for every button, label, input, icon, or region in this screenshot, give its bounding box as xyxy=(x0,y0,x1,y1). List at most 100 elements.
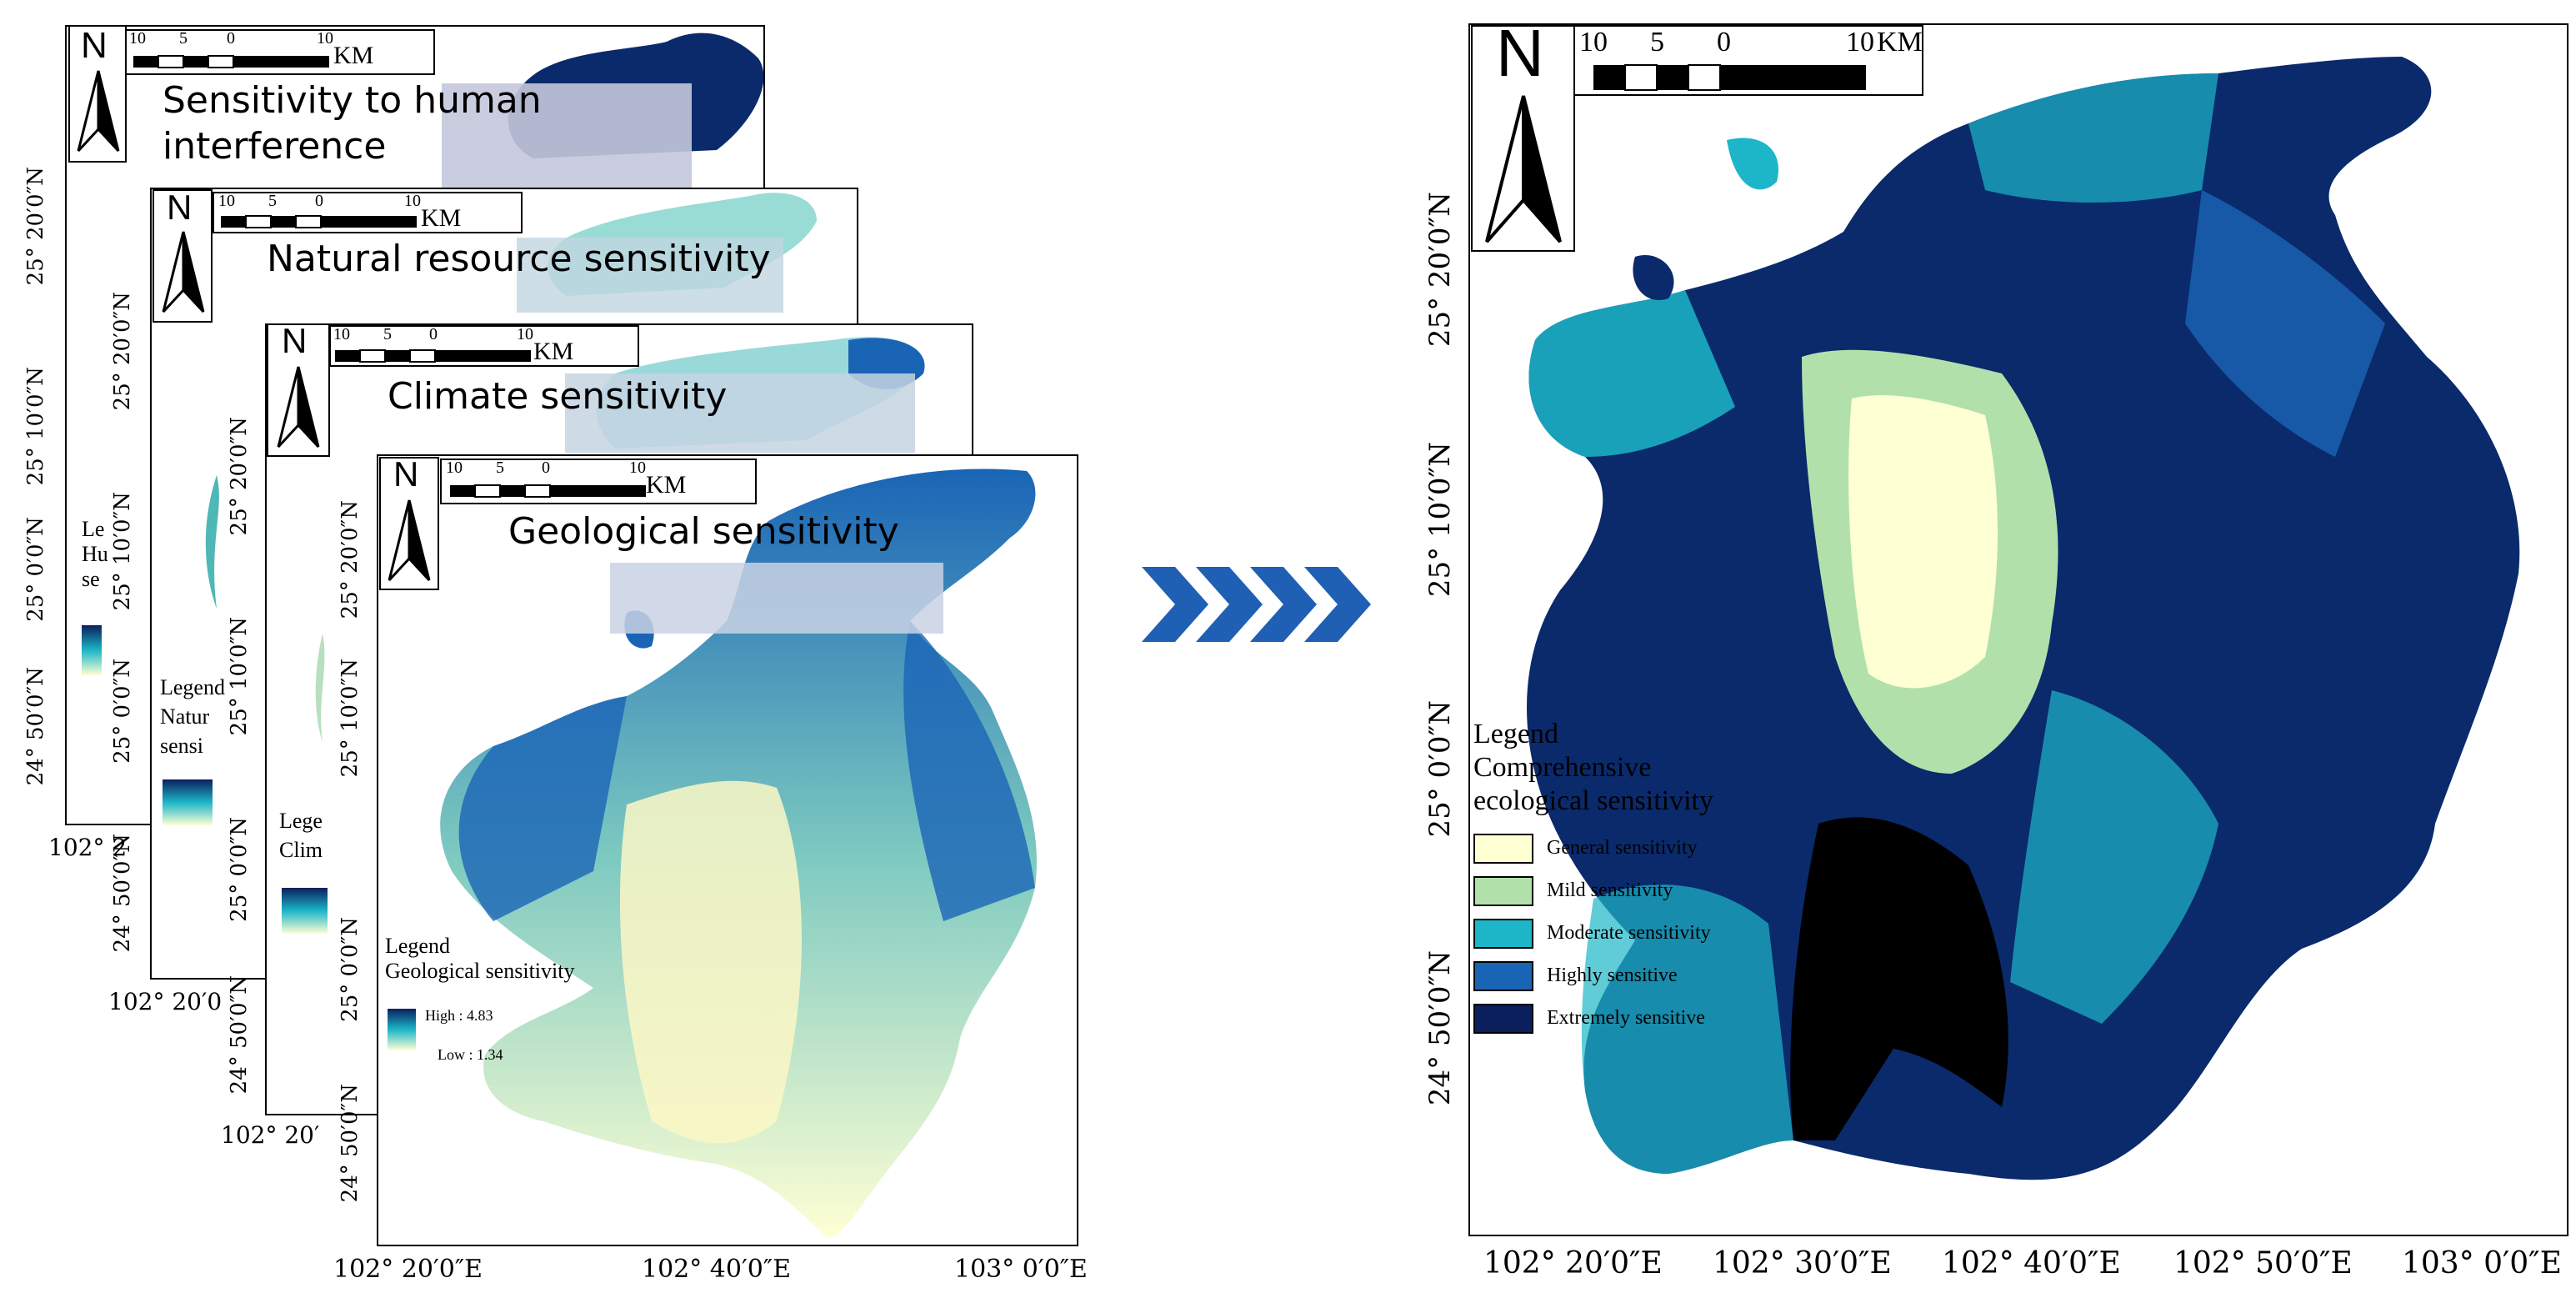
panel-4-lat-label-0: 25° 20′0″N xyxy=(338,500,363,619)
panel-1-scale-tick-0: 10 xyxy=(129,29,146,48)
main-lon-label-4: 103° 0′0″E xyxy=(2402,1246,2562,1280)
panel-2-scale-graphic xyxy=(221,215,417,228)
panel-1-scale-graphic xyxy=(133,55,329,68)
north-arrow-icon xyxy=(277,366,320,449)
legend-class-swatch xyxy=(1473,834,1533,864)
main-scale-unit: KM xyxy=(1877,27,1923,58)
panel-4-lat-label-1: 25° 10′0″N xyxy=(338,659,363,778)
main-lat-label-2: 25° 0′0″N xyxy=(1423,700,1457,838)
legend-class-swatch xyxy=(1473,961,1533,991)
panel-4-legend-title: Legend xyxy=(385,934,450,958)
panel-1-scale-tick-3: 10 xyxy=(317,29,333,48)
legend-class-swatch xyxy=(1473,919,1533,949)
panel-3-lat-label-0: 25° 20′0″N xyxy=(227,417,252,536)
legend-class-label: Moderate sensitivity xyxy=(1547,922,1711,944)
main-legend-subtitle-line-1: Comprehensive xyxy=(1473,752,1652,783)
panel-2-north-letter: N xyxy=(167,188,193,227)
panel-4-scale-unit: KM xyxy=(646,471,687,499)
panel-4-title: Geological sensitivity xyxy=(508,510,899,553)
main-scale-tick-3: 10 xyxy=(1846,27,1874,58)
north-arrow-icon xyxy=(77,70,120,153)
panel-3-scale-tick-3: 10 xyxy=(517,325,533,343)
legend-class-label: Mild sensitivity xyxy=(1547,880,1673,901)
panel-4-scale-graphic xyxy=(450,484,646,498)
main-north-letter: N xyxy=(1496,16,1544,90)
legend-class-label: Highly sensitive xyxy=(1547,965,1678,986)
comprehensive-sensitivity-map xyxy=(1527,57,2520,1180)
legend-class-row: Moderate sensitivity xyxy=(1473,919,1790,952)
panel-1-scale-tick-1: 5 xyxy=(179,29,188,48)
legend-class-label: General sensitivity xyxy=(1547,837,1698,859)
panel-4-scale-tick-3: 10 xyxy=(629,459,646,477)
panel-2-lat-label-0: 25° 20′0″N xyxy=(110,292,135,411)
main-legend-classes: General sensitivity Mild sensitivity Moder… xyxy=(1473,834,1790,1042)
panel-4-lon-label-1: 102° 40′0″E xyxy=(642,1255,791,1284)
north-arrow-icon xyxy=(162,231,205,313)
panel-3-scale-tick-1: 5 xyxy=(383,325,392,343)
panel-1-legend-ramp xyxy=(82,625,102,675)
panel-4-lon-label-2: 103° 0′0″E xyxy=(954,1255,1088,1284)
panel-3-lon-label-0: 102° 20′ xyxy=(221,1121,320,1149)
legend-class-row: Mild sensitivity xyxy=(1473,876,1790,910)
panel-4-lat-label-3: 24° 50′0″N xyxy=(338,1084,363,1203)
transition-arrow-icon xyxy=(1142,567,1371,642)
main-scale-tick-0: 10 xyxy=(1579,27,1608,58)
panel-2-lat-label-2: 25° 0′0″N xyxy=(110,659,135,764)
panel-1-lat-label-3: 24° 50′0″N xyxy=(23,667,48,786)
main-lat-label-3: 24° 50′0″N xyxy=(1423,950,1457,1106)
panel-3-scale-tick-0: 10 xyxy=(333,325,350,343)
panel-1-scale-unit: KM xyxy=(333,42,374,69)
panel-1-lat-label-2: 25° 0′0″N xyxy=(23,517,48,622)
panel-1-lat-label-1: 25° 10′0″N xyxy=(23,367,48,486)
panel-1-title-line-1: Sensitivity to human xyxy=(163,79,542,122)
panel-2-scale-tick-0: 10 xyxy=(218,192,235,210)
panel-4-legend-high: High : 4.83 xyxy=(425,1007,493,1024)
panel-4-legend-ramp xyxy=(388,1009,416,1050)
legend-class-swatch xyxy=(1473,876,1533,906)
panel-2-lat-label-3: 24° 50′0″N xyxy=(110,834,135,953)
panel-3-map-sliver xyxy=(315,634,325,742)
panel-1-north-letter: N xyxy=(81,25,108,66)
panel-4-scale-tick-0: 10 xyxy=(446,459,463,477)
panel-2-scale-tick-3: 10 xyxy=(404,192,421,210)
main-legend-title: Legend xyxy=(1473,719,1558,749)
north-arrow-icon xyxy=(1485,95,1562,243)
panel-3-lat-label-3: 24° 50′0″N xyxy=(227,975,252,1095)
panel-4-legend-subtitle: Geological sensitivity xyxy=(385,959,575,983)
legend-class-row: Highly sensitive xyxy=(1473,961,1790,995)
main-lon-label-2: 102° 40′0″E xyxy=(1942,1246,2121,1280)
panel-4-lon-label-0: 102° 20′0″E xyxy=(333,1255,483,1284)
north-arrow-icon xyxy=(388,499,431,582)
panel-4-scale-tick-1: 5 xyxy=(496,459,504,477)
geological-sensitivity-map xyxy=(440,459,1037,1238)
panel-2-scale-tick-2: 0 xyxy=(315,192,323,210)
panel-3-lat-label-2: 25° 0′0″N xyxy=(227,817,252,922)
panel-2-legend-ramp xyxy=(163,779,213,825)
legend-class-row: General sensitivity xyxy=(1473,834,1790,867)
panel-2-scale-unit: KM xyxy=(421,204,462,232)
main-lat-label-1: 25° 10′0″N xyxy=(1423,442,1457,598)
panel-2-map-sliver xyxy=(205,475,219,609)
panel-4-lat-label-2: 25° 0′0″N xyxy=(338,917,363,1022)
panel-1-lat-label-0: 25° 20′0″N xyxy=(23,167,48,286)
panel-3-legend-fragment-0: Lege xyxy=(279,809,323,833)
panel-4-scale-tick-2: 0 xyxy=(542,459,550,477)
legend-class-swatch xyxy=(1473,1004,1533,1034)
legend-class-label: Extremely sensitive xyxy=(1547,1007,1705,1029)
panel-3-north-letter: N xyxy=(282,321,308,360)
panel-1-legend-fragment-0: Le xyxy=(82,517,105,541)
panel-2-legend-fragment-1: Natur xyxy=(160,704,210,729)
panel-2-lat-label-1: 25° 10′0″N xyxy=(110,492,135,611)
panel-4-north-letter: N xyxy=(393,454,419,494)
panel-3-title: Climate sensitivity xyxy=(388,375,728,418)
panel-2-scale-tick-1: 5 xyxy=(268,192,277,210)
panel-3-legend-fragment-1: Clim xyxy=(279,838,323,862)
panel-2-legend-fragment-2: sensi xyxy=(160,734,203,758)
panel-1-legend-fragment-2: se xyxy=(82,567,100,591)
panel-3-scale-unit: KM xyxy=(533,338,574,365)
main-scale-tick-1: 5 xyxy=(1650,27,1664,58)
panel-1-title-line-2: interference xyxy=(163,125,387,168)
panel-climate-map xyxy=(565,337,925,453)
main-scale-graphic xyxy=(1593,64,1866,91)
panel-3-scale-tick-2: 0 xyxy=(429,325,438,343)
